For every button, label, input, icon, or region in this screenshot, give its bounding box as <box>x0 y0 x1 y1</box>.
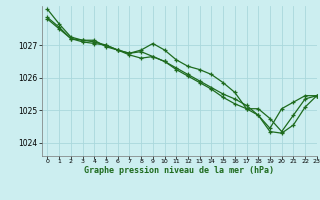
X-axis label: Graphe pression niveau de la mer (hPa): Graphe pression niveau de la mer (hPa) <box>84 166 274 175</box>
